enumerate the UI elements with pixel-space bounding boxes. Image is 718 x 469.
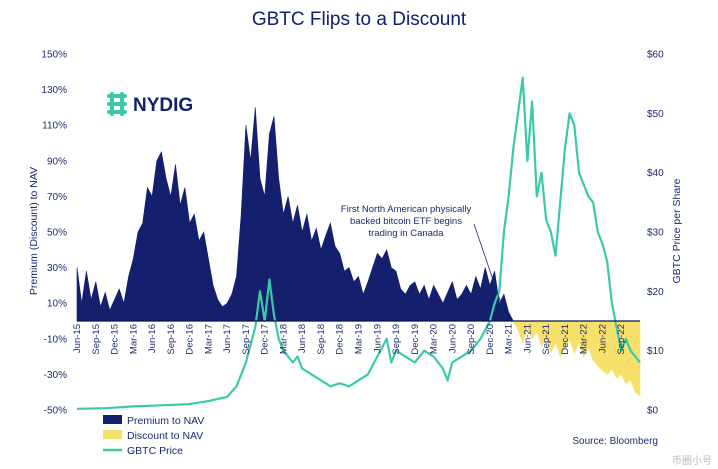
x-tick-label: Mar-20 xyxy=(429,324,440,354)
y-axis-left-label: Premium (Discount) to NAV xyxy=(28,167,40,295)
y-left-tick-label: -10% xyxy=(44,334,67,345)
x-tick-label: Dec-19 xyxy=(410,324,421,355)
x-tick-label: Jun-16 xyxy=(147,324,158,353)
y-left-tick-label: -50% xyxy=(44,406,67,417)
x-tick-label: Dec-21 xyxy=(560,324,571,355)
y-left-tick-label: 30% xyxy=(47,263,67,274)
y-left-tick-label: 130% xyxy=(41,85,67,96)
y-right-tick-label: $60 xyxy=(647,50,664,61)
watermark: 币圈小号 xyxy=(672,455,712,467)
y-left-tick-label: -30% xyxy=(44,370,67,381)
y-left-tick-label: 90% xyxy=(47,156,67,167)
gbtc-price-line xyxy=(76,76,641,410)
chart-title: GBTC Flips to a Discount xyxy=(252,9,467,30)
annotation-line-3: trading in Canada xyxy=(369,228,445,239)
legend-swatch xyxy=(103,415,122,424)
x-tick-label: Jun-17 xyxy=(222,324,233,353)
source-note: Source: Bloomberg xyxy=(572,436,658,447)
x-tick-label: Jun-20 xyxy=(447,324,458,353)
legend: Premium to NAV Discount to NAV GBTC Price xyxy=(103,415,204,457)
x-tick-label: Dec-20 xyxy=(485,324,496,355)
x-tick-label: Sep-19 xyxy=(391,324,402,355)
nydig-logo-icon xyxy=(107,92,127,116)
annotation-pointer xyxy=(473,223,507,319)
y-left-tick-label: 10% xyxy=(47,299,67,310)
x-tick-label: Mar-16 xyxy=(128,324,139,354)
x-tick-label: Jun-15 xyxy=(72,324,83,353)
x-tick-label: Sep-22 xyxy=(616,324,627,355)
premium-area xyxy=(76,107,514,322)
y-right-tick-label: $40 xyxy=(647,168,664,179)
x-tick-label: Sep-17 xyxy=(241,324,252,355)
annotation: First North American physically backed b… xyxy=(341,204,507,319)
x-tick-label: Sep-15 xyxy=(91,324,102,355)
y-left-tick-label: 50% xyxy=(47,228,67,239)
y-left-tick-label: 150% xyxy=(41,50,67,61)
y-left-tick-label: 70% xyxy=(47,192,67,203)
annotation-line-1: First North American physically xyxy=(341,204,472,215)
x-tick-label: Mar-17 xyxy=(203,324,214,354)
legend-label: Discount to NAV xyxy=(127,430,203,442)
x-tick-label: Mar-21 xyxy=(504,324,515,354)
x-tick-label: Jun-21 xyxy=(522,324,533,353)
x-tick-label: Dec-15 xyxy=(110,324,121,355)
x-tick-label: Mar-22 xyxy=(579,324,590,354)
x-tick-label: Sep-16 xyxy=(166,324,177,355)
x-tick-label: Jun-18 xyxy=(297,324,308,353)
y-right-tick-label: $20 xyxy=(647,287,664,298)
legend-label: GBTC Price xyxy=(127,445,183,457)
x-tick-label: Sep-20 xyxy=(466,324,477,355)
y-right-tick-label: $10 xyxy=(647,346,664,357)
y-axis-right-label: GBTC Price per Share xyxy=(671,178,683,283)
legend-label: Premium to NAV xyxy=(127,415,204,427)
discount-area xyxy=(512,320,641,397)
x-tick-label: Dec-16 xyxy=(185,324,196,355)
annotation-line-2: backed bitcoin ETF begins xyxy=(350,216,462,227)
x-tick-label: Mar-19 xyxy=(354,324,365,354)
nydig-logo: NYDIG xyxy=(107,92,193,116)
x-tick-label: Jun-22 xyxy=(597,324,608,353)
x-tick-label: Jun-19 xyxy=(372,324,383,353)
x-tick-label: Dec-18 xyxy=(335,324,346,355)
x-tick-label: Mar-18 xyxy=(278,324,289,354)
x-tick-label: Dec-17 xyxy=(260,324,271,355)
y-left-tick-label: 110% xyxy=(42,121,67,132)
x-tick-label: Sep-18 xyxy=(316,324,327,355)
legend-swatch xyxy=(103,430,122,439)
y-right-tick-label: $50 xyxy=(647,109,664,120)
y-right-tick-label: $0 xyxy=(647,406,659,417)
nydig-logo-text: NYDIG xyxy=(133,95,193,116)
y-right-tick-label: $30 xyxy=(647,228,664,239)
x-tick-label: Sep-21 xyxy=(541,324,552,355)
